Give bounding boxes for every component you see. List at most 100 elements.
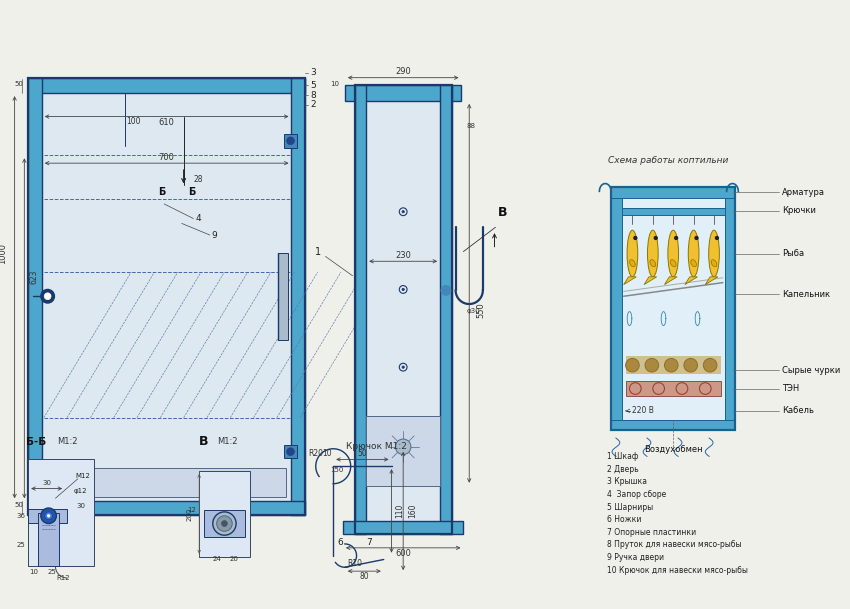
Ellipse shape <box>630 259 635 267</box>
Bar <box>292 78 305 515</box>
Text: 50: 50 <box>14 502 23 508</box>
Bar <box>28 78 42 515</box>
Circle shape <box>654 236 657 239</box>
Text: M12: M12 <box>75 473 90 479</box>
Text: Б-Б: Б-Б <box>26 437 47 447</box>
Bar <box>28 78 305 515</box>
Text: M1:2: M1:2 <box>217 437 237 446</box>
Bar <box>345 85 462 101</box>
Bar <box>611 188 735 431</box>
Bar <box>440 85 451 534</box>
Text: 30: 30 <box>76 503 85 509</box>
Text: 4  Запор сборе: 4 Запор сборе <box>607 490 666 499</box>
Ellipse shape <box>627 230 638 277</box>
Ellipse shape <box>691 259 696 267</box>
Circle shape <box>44 293 51 300</box>
Bar <box>354 85 451 534</box>
Bar <box>611 420 735 431</box>
Bar <box>278 253 287 340</box>
Bar <box>611 188 621 431</box>
Ellipse shape <box>711 259 717 267</box>
Bar <box>28 78 305 93</box>
Bar <box>621 208 725 214</box>
Text: Капельник: Капельник <box>782 290 830 299</box>
Bar <box>28 501 305 515</box>
Bar <box>626 356 721 374</box>
Text: Б: Б <box>159 188 166 197</box>
Text: 2 Дверь: 2 Дверь <box>607 465 639 474</box>
Bar <box>440 85 451 534</box>
Bar <box>725 188 735 431</box>
Text: R10: R10 <box>347 559 362 568</box>
Polygon shape <box>665 277 677 284</box>
Text: Сырые чурки: Сырые чурки <box>782 365 841 375</box>
Text: 88: 88 <box>467 123 476 129</box>
Text: R12: R12 <box>56 575 70 581</box>
Text: 6 Ножки: 6 Ножки <box>607 515 642 524</box>
Text: 1000: 1000 <box>0 243 8 264</box>
Text: 8: 8 <box>310 91 315 100</box>
Bar <box>626 381 721 396</box>
Bar <box>354 85 366 534</box>
Text: 550: 550 <box>476 302 485 318</box>
Text: 10 Крючок для навески мясо-рыбы: 10 Крючок для навески мясо-рыбы <box>607 566 748 575</box>
Text: Крючки: Крючки <box>782 206 816 215</box>
Text: 24: 24 <box>212 557 221 563</box>
Bar <box>343 521 463 534</box>
Bar <box>354 85 451 534</box>
Bar <box>28 459 94 566</box>
Text: Арматура: Арматура <box>782 188 825 197</box>
Text: 2: 2 <box>310 100 315 110</box>
Bar <box>611 188 621 431</box>
Circle shape <box>41 508 56 524</box>
Bar <box>725 188 735 431</box>
Text: 28: 28 <box>194 175 203 184</box>
Circle shape <box>695 236 698 239</box>
Text: R20: R20 <box>309 449 323 458</box>
Bar <box>28 501 305 515</box>
Bar <box>38 513 60 566</box>
Text: 1 Шкаф: 1 Шкаф <box>607 452 638 461</box>
Text: 160: 160 <box>408 504 417 518</box>
Polygon shape <box>644 277 657 284</box>
Text: 50: 50 <box>14 80 23 86</box>
Bar <box>28 78 305 93</box>
Text: 623: 623 <box>30 270 38 284</box>
Bar <box>366 416 440 485</box>
Text: Кабель: Кабель <box>782 406 814 415</box>
Text: 200: 200 <box>186 507 192 521</box>
Ellipse shape <box>671 259 676 267</box>
Text: В: В <box>497 206 507 219</box>
Bar <box>345 85 462 101</box>
Text: 110: 110 <box>394 504 404 518</box>
Bar <box>611 188 735 431</box>
Text: 30: 30 <box>42 480 51 486</box>
Ellipse shape <box>688 230 699 277</box>
Ellipse shape <box>650 259 655 267</box>
Text: 25: 25 <box>47 569 56 575</box>
Polygon shape <box>685 277 698 284</box>
Text: 610: 610 <box>158 118 174 127</box>
Text: 100: 100 <box>126 117 140 126</box>
Bar <box>626 381 721 396</box>
Text: 6: 6 <box>337 538 343 546</box>
Text: 7 Опорные пластинки: 7 Опорные пластинки <box>607 528 696 537</box>
Bar <box>42 93 292 501</box>
Bar <box>199 471 250 557</box>
Circle shape <box>212 512 236 535</box>
Bar <box>204 510 245 537</box>
Polygon shape <box>624 277 637 284</box>
Text: 230: 230 <box>395 251 411 260</box>
Bar <box>48 468 286 498</box>
Circle shape <box>684 359 698 372</box>
Text: 3: 3 <box>310 68 315 77</box>
Text: 9 Ручка двери: 9 Ручка двери <box>607 553 664 562</box>
Bar <box>343 521 463 534</box>
Text: 80: 80 <box>360 572 369 582</box>
Text: 1: 1 <box>314 247 320 256</box>
Text: ТЭН: ТЭН <box>782 384 799 393</box>
Text: Схема работы коптильни: Схема работы коптильни <box>608 156 728 165</box>
Bar <box>611 420 735 431</box>
Text: 3 Крышка: 3 Крышка <box>607 477 647 486</box>
Ellipse shape <box>709 230 719 277</box>
